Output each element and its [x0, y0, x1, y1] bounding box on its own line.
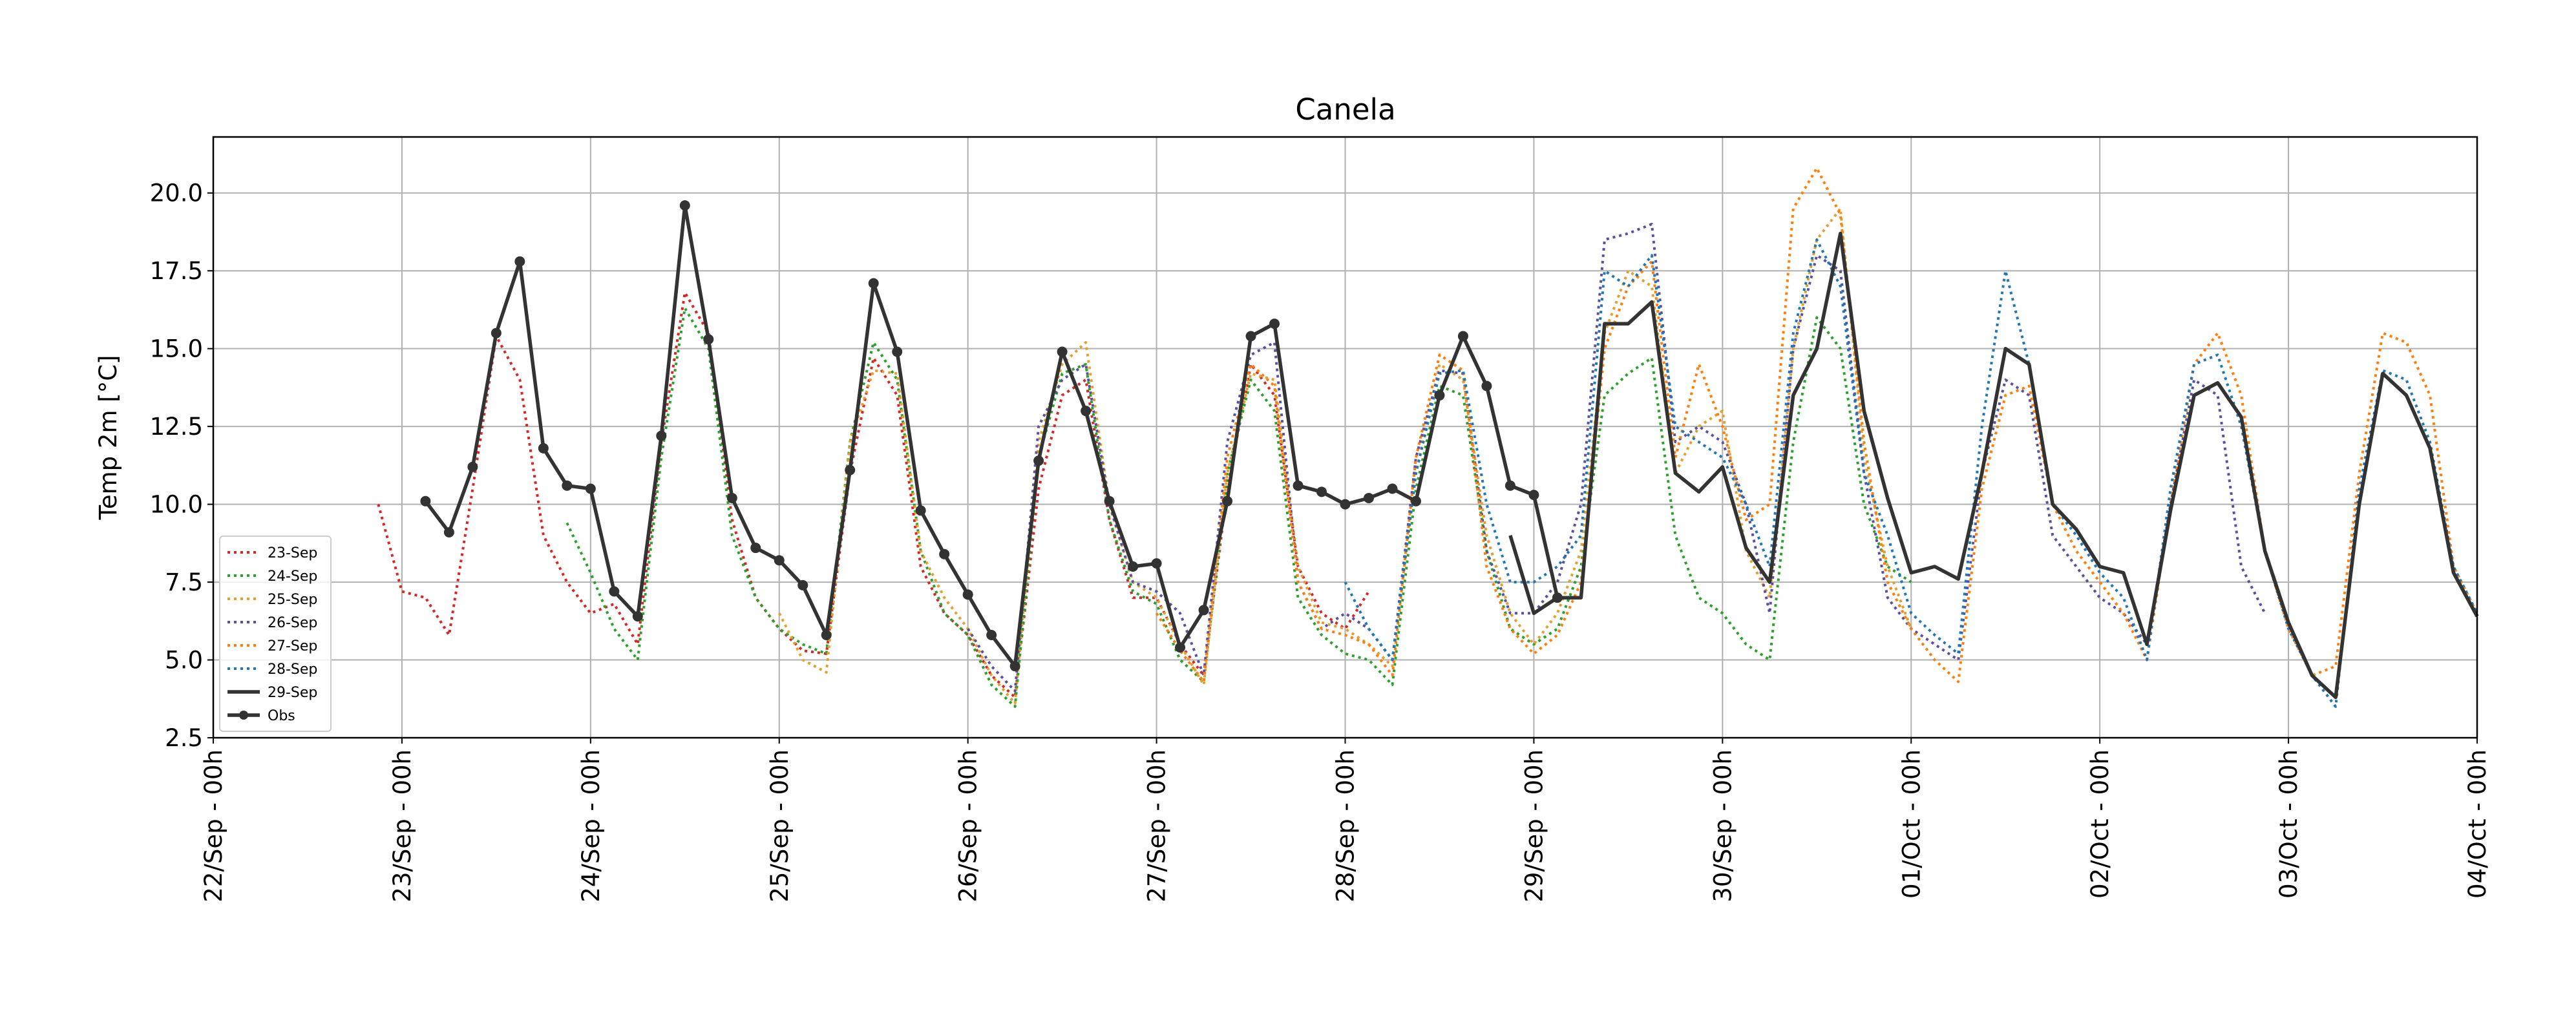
series-marker: [726, 492, 737, 503]
series-marker: [1198, 605, 1209, 616]
series-marker: [443, 527, 454, 537]
legend-label: 23-Sep: [268, 545, 317, 561]
legend-label: 24-Sep: [268, 568, 317, 585]
series-marker: [939, 548, 950, 559]
legend-label: 29-Sep: [268, 685, 317, 701]
y-tick-label: 10.0: [150, 491, 203, 519]
series-marker: [632, 611, 643, 622]
legend: 23-Sep 24-Sep 25-Sep 26-Sep 27-Sep 28-Sep 29-S…: [219, 536, 332, 732]
legend-marker: [239, 711, 248, 720]
series-marker: [1457, 331, 1468, 342]
series-marker: [538, 443, 549, 454]
series-marker: [1009, 661, 1020, 672]
series-marker: [750, 543, 761, 554]
plot-frame: [212, 136, 2478, 739]
y-tick-label: 7.5: [165, 568, 203, 596]
x-tick-label: 22/Sep - 00h: [200, 749, 227, 902]
series-marker: [1151, 558, 1162, 569]
series-marker: [1128, 561, 1139, 572]
series-marker: [1175, 642, 1186, 653]
series-marker: [1528, 490, 1539, 501]
series-line: [1155, 167, 2478, 683]
y-tick-label: 5.0: [165, 647, 203, 674]
x-tick-label: 01/Oct - 00h: [1897, 749, 1925, 899]
series-marker: [1363, 492, 1374, 503]
series-marker: [420, 495, 431, 506]
x-tick-label: 27/Sep - 00h: [1143, 749, 1171, 902]
series-marker: [1081, 406, 1092, 417]
x-tick-label: 23/Sep - 00h: [388, 749, 416, 902]
y-tick-label: 20.0: [150, 180, 203, 207]
series-marker: [514, 256, 525, 267]
chart-title: Canela: [1295, 92, 1395, 127]
series-marker: [679, 200, 690, 211]
series-line: [1508, 231, 2479, 700]
legend-label: 28-Sep: [268, 662, 317, 678]
x-tick-label: 03/Oct - 00h: [2275, 749, 2303, 899]
series-marker: [774, 555, 785, 566]
legend-label: 27-Sep: [268, 638, 317, 654]
series-marker: [1504, 480, 1515, 491]
series-marker: [915, 505, 926, 516]
series-marker: [1057, 346, 1068, 357]
series-marker: [609, 586, 620, 597]
y-tick-label: 15.0: [150, 335, 203, 363]
series-marker: [1387, 483, 1398, 494]
x-tick-label: 02/Oct - 00h: [2086, 749, 2114, 899]
series-marker: [1340, 499, 1351, 510]
x-tick-label: 24/Sep - 00h: [577, 749, 605, 902]
x-tick-label: 30/Sep - 00h: [1709, 749, 1737, 902]
series-marker: [1033, 455, 1044, 466]
series-marker: [1293, 480, 1304, 491]
y-tick-label: 17.5: [150, 257, 203, 285]
series-marker: [1104, 495, 1115, 506]
series-line: [377, 291, 1370, 699]
x-tick-label: 28/Sep - 00h: [1332, 749, 1360, 902]
series-marker: [868, 278, 879, 289]
series-marker: [821, 629, 832, 640]
series-marker: [1481, 381, 1492, 391]
legend-label: Obs: [268, 708, 295, 724]
series-marker: [962, 589, 973, 600]
series-marker: [703, 334, 714, 345]
series-marker: [656, 430, 667, 441]
x-tick-label: 29/Sep - 00h: [1520, 749, 1548, 902]
legend-label: 25-Sep: [268, 592, 317, 608]
series-marker: [1269, 318, 1280, 329]
x-tick-label: 26/Sep - 00h: [955, 749, 982, 902]
y-tick-label: 2.5: [165, 724, 203, 752]
series-marker: [986, 629, 997, 640]
series-line: [424, 203, 1559, 668]
x-tick-label: 25/Sep - 00h: [766, 749, 794, 902]
series-marker: [467, 461, 478, 472]
series-marker: [491, 328, 501, 339]
y-tick-label: 12.5: [150, 413, 203, 441]
series-marker: [1245, 331, 1256, 342]
series-marker: [892, 346, 903, 357]
series-marker: [1434, 390, 1445, 401]
series-marker: [845, 464, 856, 475]
legend-label: 26-Sep: [268, 615, 317, 631]
series-marker: [562, 480, 573, 491]
y-axis-label: Temp 2m [°C]: [94, 355, 122, 521]
series-marker: [1410, 495, 1421, 506]
series-line: [1344, 238, 2478, 708]
series-marker: [1316, 486, 1327, 497]
series-marker: [585, 483, 596, 494]
series-line: [565, 307, 1912, 708]
series-marker: [1552, 592, 1563, 603]
x-tick-label: 04/Oct - 00h: [2464, 749, 2491, 899]
series-marker: [797, 579, 808, 590]
legend-box: [219, 536, 332, 732]
series-marker: [1222, 495, 1233, 506]
